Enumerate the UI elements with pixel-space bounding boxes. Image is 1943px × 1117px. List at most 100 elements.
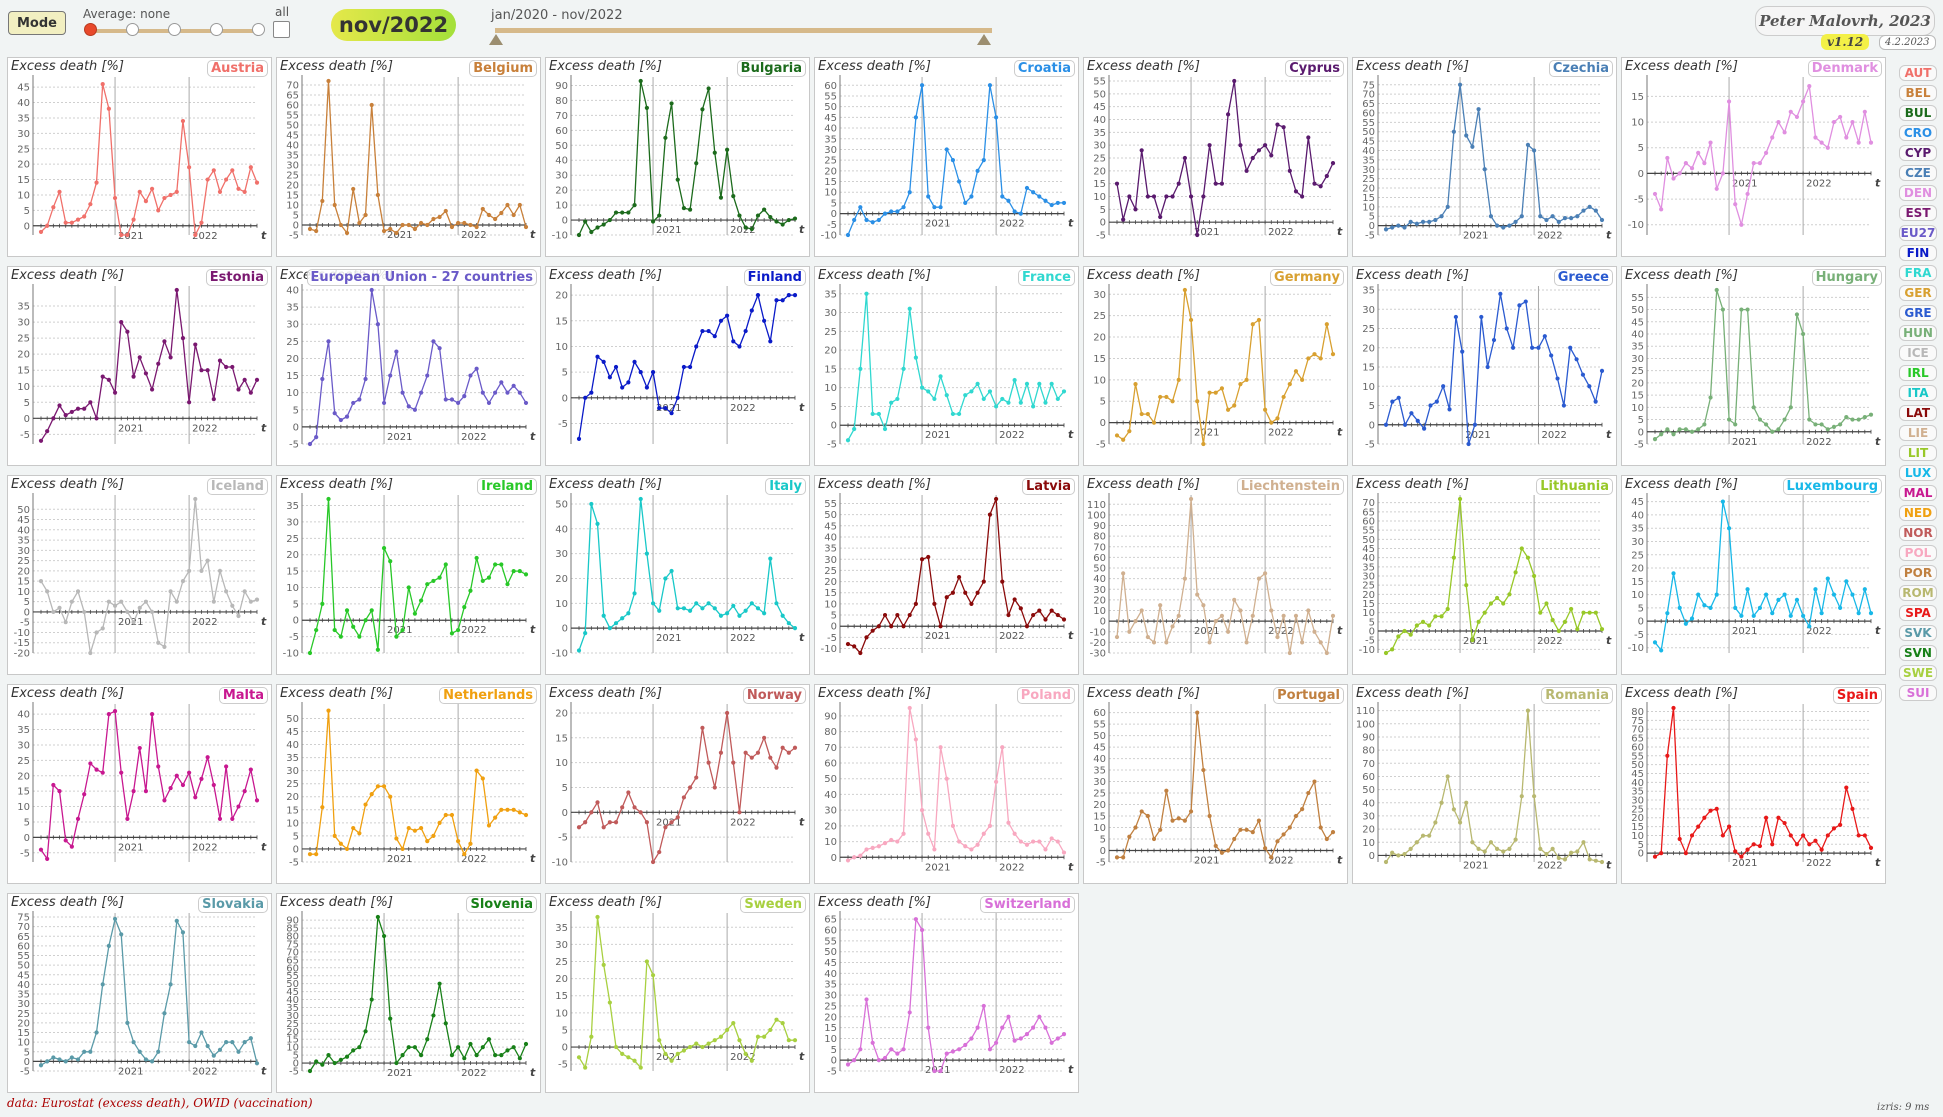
legend-item-svk[interactable]: SVK: [1899, 625, 1937, 641]
y-tick-label: 35: [1631, 342, 1644, 353]
all-checkbox[interactable]: [273, 21, 290, 38]
legend-item-hun[interactable]: HUN: [1899, 325, 1937, 341]
legend-item-lit[interactable]: LIT: [1899, 445, 1937, 461]
legend-item-cze[interactable]: CZE: [1899, 165, 1937, 181]
y-tick-label: 20: [286, 181, 299, 192]
data-point: [456, 220, 461, 226]
y-tick-label: 30: [824, 145, 837, 156]
legend-item-aut[interactable]: AUT: [1899, 65, 1937, 81]
y-axis-title: Excess death [%]: [280, 477, 393, 492]
mode-button[interactable]: Mode: [8, 11, 66, 35]
legend-item-ned[interactable]: NED: [1899, 505, 1937, 521]
legend-item-cro[interactable]: CRO: [1899, 125, 1937, 141]
legend-item-lux[interactable]: LUX: [1899, 465, 1937, 481]
data-point: [381, 784, 387, 789]
legend-item-sui[interactable]: SUI: [1899, 685, 1937, 701]
legend-item-mal[interactable]: MAL: [1899, 485, 1937, 501]
year-label: 2022: [461, 432, 486, 443]
data-point: [363, 618, 368, 623]
data-point: [344, 1054, 350, 1059]
data-point: [1244, 377, 1249, 382]
legend-item-den[interactable]: DEN: [1899, 185, 1937, 201]
data-point: [845, 438, 851, 443]
data-point: [870, 845, 875, 850]
data-point: [523, 224, 529, 230]
data-point: [1238, 143, 1243, 148]
data-point: [944, 776, 949, 781]
y-tick-label: 0: [293, 422, 299, 433]
data-point: [112, 390, 118, 395]
legend-item-ita[interactable]: ITA: [1899, 385, 1937, 401]
date-range-track[interactable]: [495, 28, 992, 33]
all-label: all: [275, 5, 290, 19]
legend-item-svn[interactable]: SVN: [1899, 645, 1937, 661]
data-point: [1232, 836, 1237, 842]
y-tick-label: -20: [1090, 638, 1106, 649]
data-point: [1000, 396, 1005, 402]
data-point: [320, 1062, 325, 1067]
range-end-handle[interactable]: [977, 34, 991, 45]
legend-item-swe[interactable]: SWE: [1899, 665, 1937, 681]
data-point: [607, 375, 612, 380]
legend-item-ice[interactable]: ICE: [1899, 345, 1937, 361]
data-point: [307, 852, 313, 857]
legend-item-irl[interactable]: IRL: [1899, 365, 1937, 381]
y-tick-label: 0: [1369, 627, 1375, 638]
legend-item-rom[interactable]: ROM: [1899, 585, 1937, 601]
legend-item-cyp[interactable]: CYP: [1899, 145, 1937, 161]
average-option-3[interactable]: [210, 23, 223, 36]
data-point: [1838, 605, 1843, 610]
data-point: [45, 429, 50, 434]
data-point: [1868, 412, 1874, 417]
data-point: [956, 411, 962, 417]
y-axis-title: Excess death [%]: [11, 895, 124, 910]
y-tick-label: 40: [1093, 115, 1106, 126]
data-point: [876, 624, 881, 629]
data-point: [1182, 155, 1187, 161]
legend-item-gre[interactable]: GRE: [1899, 305, 1937, 321]
legend-item-spa[interactable]: SPA: [1899, 605, 1937, 621]
data-point: [589, 229, 594, 235]
data-point: [1457, 496, 1463, 502]
data-point: [437, 981, 442, 986]
legend-item-nor[interactable]: NOR: [1899, 525, 1937, 541]
range-start-handle[interactable]: [489, 34, 503, 45]
data-point: [493, 216, 498, 222]
legend-item-ger[interactable]: GER: [1899, 285, 1937, 301]
legend-item-eu27[interactable]: EU27: [1899, 225, 1937, 241]
legend-item-fin[interactable]: FIN: [1899, 245, 1937, 261]
data-point: [45, 856, 50, 862]
average-option-0[interactable]: [84, 23, 97, 36]
data-point: [1420, 833, 1426, 838]
legend-item-por[interactable]: POR: [1899, 565, 1937, 581]
data-point: [119, 932, 124, 937]
legend-item-bel[interactable]: BEL: [1899, 85, 1937, 101]
data-point: [1195, 399, 1200, 404]
data-point: [1671, 705, 1676, 711]
data-point: [187, 770, 192, 775]
legend-item-lat[interactable]: LAT: [1899, 405, 1937, 421]
data-point: [994, 496, 999, 502]
data-point: [1188, 317, 1194, 323]
legend-item-bul[interactable]: BUL: [1899, 105, 1937, 121]
legend-item-fra[interactable]: FRA: [1899, 265, 1937, 281]
y-tick-label: -5: [1365, 636, 1375, 647]
data-point: [1451, 807, 1456, 812]
y-tick-label: 10: [1631, 118, 1644, 129]
legend-item-est[interactable]: EST: [1899, 205, 1937, 221]
data-point: [94, 767, 99, 772]
data-point: [1293, 189, 1299, 194]
data-point: [1733, 849, 1738, 854]
y-tick-label: 50: [286, 979, 299, 990]
chart-background: [276, 266, 541, 466]
data-point: [768, 755, 773, 760]
data-point: [1306, 790, 1311, 796]
average-option-1[interactable]: [126, 23, 139, 36]
legend-item-pol[interactable]: POL: [1899, 545, 1937, 561]
data-point: [248, 767, 253, 772]
average-option-2[interactable]: [168, 23, 181, 36]
average-option-4[interactable]: [252, 23, 265, 36]
legend-item-lie[interactable]: LIE: [1899, 425, 1937, 441]
